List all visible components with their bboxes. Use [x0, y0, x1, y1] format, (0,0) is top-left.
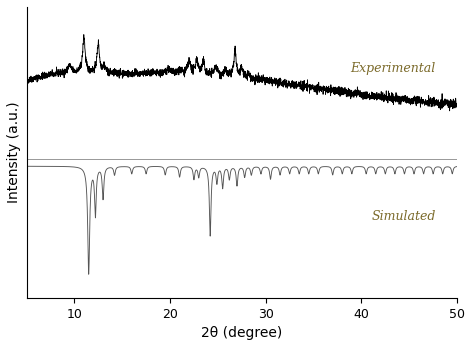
X-axis label: 2θ (degree): 2θ (degree): [201, 326, 282, 340]
Text: Simulated: Simulated: [371, 210, 436, 223]
Y-axis label: Intensity (a.u.): Intensity (a.u.): [7, 102, 21, 203]
Text: Experimental: Experimental: [350, 61, 436, 75]
